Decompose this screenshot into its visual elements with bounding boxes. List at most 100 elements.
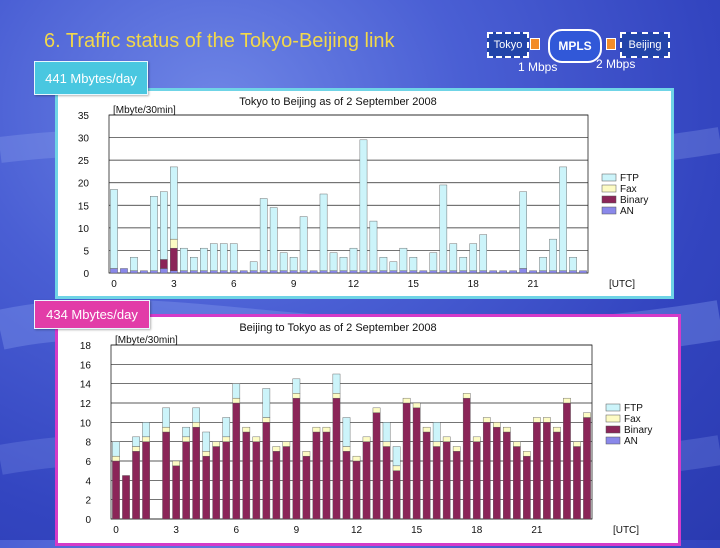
left-link-speed: 1 Mbps bbox=[518, 60, 558, 74]
bar-binary bbox=[412, 407, 421, 520]
bar-binary bbox=[492, 426, 501, 520]
bar-binary bbox=[232, 402, 241, 520]
bar-ftp bbox=[182, 426, 190, 438]
bar-an bbox=[489, 270, 497, 274]
bar-an bbox=[569, 270, 577, 274]
y-axis-label: [Mbyte/30min] bbox=[115, 335, 178, 346]
bar-ftp bbox=[222, 417, 231, 438]
bar-fax bbox=[523, 451, 531, 457]
bar-an bbox=[190, 270, 198, 274]
top-volume-callout: 441 Mbytes/day bbox=[34, 61, 148, 95]
legend-swatch-ftp bbox=[601, 173, 617, 182]
mpls-cloud: MPLS bbox=[548, 29, 602, 63]
bar-ftp bbox=[392, 446, 401, 467]
legend-label: Binary bbox=[624, 425, 652, 436]
bar-an bbox=[120, 268, 128, 274]
bar-ftp bbox=[359, 139, 368, 271]
bar-fax bbox=[513, 441, 521, 447]
bar-an bbox=[369, 270, 378, 274]
bar-binary bbox=[482, 422, 491, 520]
bar-ftp bbox=[180, 247, 188, 271]
bar-fax bbox=[402, 397, 411, 404]
bar-ftp bbox=[459, 256, 468, 271]
bar-an bbox=[140, 270, 148, 274]
bar-binary bbox=[462, 397, 471, 520]
legend-label: Fax bbox=[620, 184, 637, 195]
tokyo-port-icon bbox=[530, 38, 540, 50]
bar-fax bbox=[182, 436, 190, 442]
x-tick-label: 21 bbox=[531, 525, 543, 536]
bar-ftp bbox=[259, 198, 268, 271]
bar-binary bbox=[392, 470, 401, 520]
bar-ftp bbox=[200, 247, 208, 271]
bar-fax bbox=[262, 417, 271, 423]
bar-ftp bbox=[329, 252, 338, 271]
bar-binary bbox=[172, 465, 180, 520]
legend-label: AN bbox=[620, 206, 634, 217]
bar-an bbox=[579, 270, 587, 274]
x-tick-label: 21 bbox=[528, 279, 540, 290]
bar-ftp bbox=[479, 234, 488, 271]
x-tick-label: 9 bbox=[291, 279, 297, 290]
y-tick-label: 20 bbox=[78, 179, 90, 190]
bar-fax bbox=[392, 465, 401, 471]
beijing-to-tokyo-chart-panel: Beijing to Tokyo as of 2 September 2008 [… bbox=[55, 314, 681, 546]
bar-an bbox=[459, 270, 468, 274]
bar-ftp bbox=[399, 247, 408, 271]
bar-an bbox=[429, 270, 438, 274]
bar-binary bbox=[312, 431, 321, 520]
bar-ftp bbox=[382, 422, 391, 442]
bar-fax bbox=[132, 446, 140, 452]
y-axis-label: [Mbyte/30min] bbox=[113, 105, 176, 116]
bar-binary bbox=[372, 412, 381, 520]
bar-ftp bbox=[209, 243, 218, 271]
legend-swatch-an bbox=[605, 436, 621, 445]
bar-ftp bbox=[130, 256, 138, 271]
bar-an bbox=[160, 268, 168, 274]
bar-binary bbox=[332, 397, 341, 520]
bar-fax bbox=[252, 436, 261, 442]
chart-title: Tokyo to Beijing as of 2 September 2008 bbox=[239, 96, 437, 108]
bar-fax bbox=[302, 451, 311, 457]
y-tick-label: 16 bbox=[80, 360, 92, 371]
bar-ftp bbox=[110, 189, 118, 269]
x-tick-label: 9 bbox=[294, 525, 300, 536]
bar-fax bbox=[543, 417, 551, 423]
bar-fax bbox=[382, 441, 391, 447]
bar-an bbox=[130, 270, 138, 274]
x-tick-label: 12 bbox=[351, 525, 363, 536]
bar-an bbox=[299, 270, 308, 274]
bar-an bbox=[249, 270, 258, 274]
bar-ftp bbox=[342, 417, 351, 447]
bar-binary bbox=[543, 422, 551, 520]
bar-ftp bbox=[439, 184, 448, 271]
x-tick-label: 15 bbox=[408, 279, 420, 290]
bar-fax bbox=[292, 393, 301, 399]
y-tick-label: 2 bbox=[85, 496, 91, 507]
chart-title: Beijing to Tokyo as of 2 September 2008 bbox=[239, 322, 436, 334]
bar-ftp bbox=[379, 256, 388, 271]
bar-an bbox=[309, 270, 318, 274]
bar-ftp bbox=[150, 196, 158, 271]
beijing-node: Beijing bbox=[620, 32, 670, 58]
bar-fax bbox=[362, 436, 371, 442]
bar-an bbox=[419, 270, 428, 274]
bar-fax bbox=[452, 446, 461, 452]
bar-binary bbox=[342, 451, 351, 520]
bar-ftp bbox=[219, 243, 228, 271]
bar-fax bbox=[342, 446, 351, 452]
bar-fax bbox=[563, 397, 571, 404]
plot-area bbox=[108, 114, 589, 274]
bar-fax bbox=[492, 422, 501, 428]
bar-an bbox=[209, 270, 218, 274]
bottom-volume-callout: 434 Mbytes/day bbox=[34, 300, 150, 329]
tokyo-to-beijing-chart: Tokyo to Beijing as of 2 September 2008 [… bbox=[78, 96, 648, 290]
bar-fax bbox=[472, 436, 481, 442]
bar-binary bbox=[112, 460, 120, 520]
bar-fax bbox=[112, 455, 120, 462]
bar-ftp bbox=[569, 256, 577, 271]
y-tick-label: 8 bbox=[85, 438, 91, 449]
bar-an bbox=[279, 270, 288, 274]
bar-an bbox=[409, 270, 418, 274]
bar-binary bbox=[242, 431, 251, 520]
